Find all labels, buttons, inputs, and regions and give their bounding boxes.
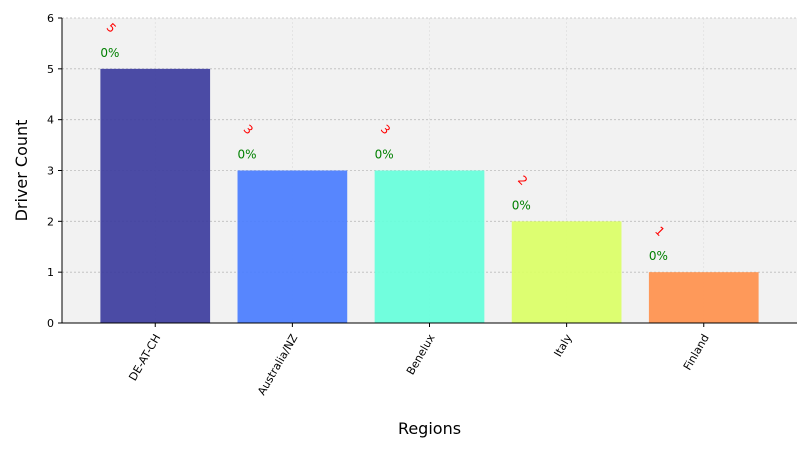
x-tick-label: Australia/NZ [255, 332, 301, 398]
x-tick-label: Benelux [404, 332, 438, 378]
bar [237, 170, 348, 323]
bar-percent-label: 0% [100, 46, 119, 60]
y-tick-label: 2 [47, 215, 54, 228]
bar-percent-label: 0% [512, 198, 531, 212]
bar-percent-label: 0% [375, 148, 394, 162]
y-tick-label: 4 [47, 114, 54, 127]
y-axis-title: Driver Count [12, 120, 31, 222]
y-tick-label: 0 [47, 317, 54, 330]
bar [648, 272, 759, 323]
x-tick-label: DE-AT-CH [126, 332, 163, 383]
y-tick-labels: 0 1 2 3 4 5 6 [47, 12, 62, 330]
bar [374, 170, 485, 323]
bar [511, 221, 622, 323]
bar-percent-label: 0% [649, 249, 668, 263]
y-tick-label: 5 [47, 63, 54, 76]
y-tick-label: 1 [47, 266, 54, 279]
y-tick-label: 3 [47, 165, 54, 178]
bar [100, 68, 211, 323]
y-tick-label: 6 [47, 12, 54, 25]
bars [100, 68, 759, 323]
x-tick-labels: DE-AT-CH Australia/NZ Benelux Italy Finland [126, 323, 712, 398]
bar-percent-label: 0% [238, 148, 257, 162]
x-tick-label: Finland [681, 332, 712, 373]
x-tick-label: Italy [551, 332, 574, 360]
x-axis-title: Regions [398, 419, 461, 438]
